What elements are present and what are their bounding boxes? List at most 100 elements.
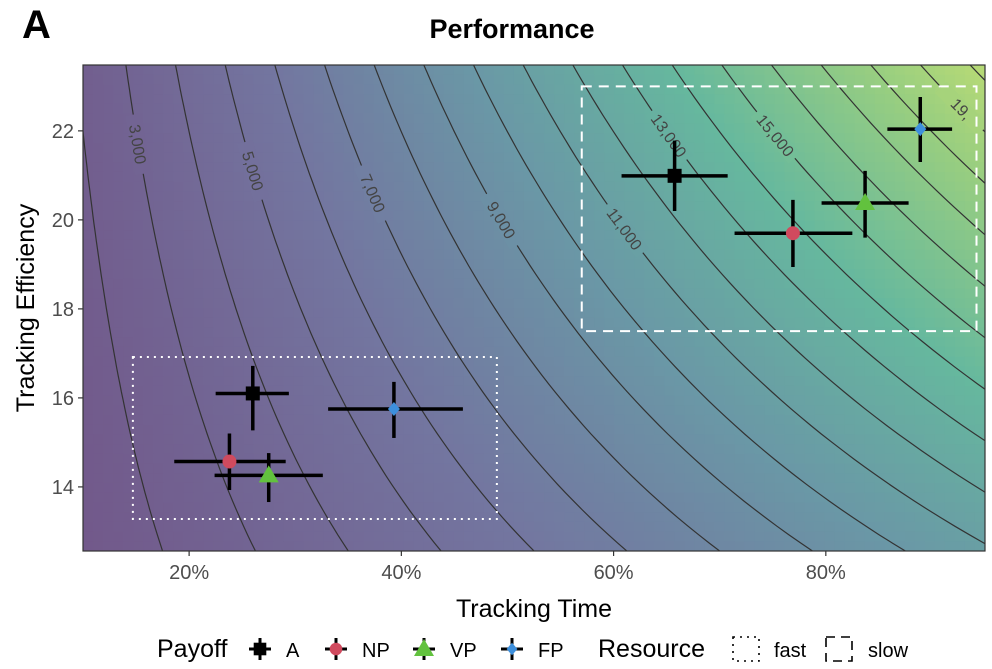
fill-tile bbox=[323, 201, 335, 212]
fill-tile bbox=[473, 521, 485, 533]
fill-tile bbox=[273, 482, 285, 494]
fill-tile bbox=[263, 405, 275, 416]
fill-tile bbox=[774, 482, 786, 494]
fill-tile bbox=[173, 103, 184, 115]
fill-tile bbox=[784, 171, 796, 183]
fill-tile bbox=[343, 123, 355, 134]
fill-tile bbox=[694, 133, 705, 144]
fill-tile bbox=[644, 84, 655, 95]
fill-tile bbox=[93, 366, 104, 377]
fill-tile bbox=[113, 74, 124, 86]
fill-tile bbox=[564, 210, 575, 222]
fill-tile bbox=[393, 376, 405, 387]
fill-tile bbox=[574, 210, 585, 222]
fill-tile bbox=[463, 473, 475, 484]
fill-tile bbox=[203, 288, 214, 299]
fill-tile bbox=[483, 414, 495, 426]
fill-tile bbox=[554, 366, 565, 377]
fill-tile bbox=[674, 434, 685, 445]
fill-tile bbox=[323, 249, 335, 260]
fill-tile bbox=[624, 473, 635, 484]
fill-tile bbox=[143, 424, 154, 435]
fill-tile bbox=[203, 259, 214, 270]
fill-tile bbox=[824, 269, 836, 280]
fill-tile bbox=[644, 512, 655, 523]
fill-tile bbox=[283, 502, 295, 513]
fill-tile bbox=[894, 94, 906, 105]
fill-tile bbox=[273, 327, 285, 338]
fill-tile bbox=[183, 346, 194, 358]
fill-tile bbox=[273, 337, 285, 348]
fill-tile bbox=[213, 473, 224, 484]
fill-tile bbox=[383, 269, 395, 280]
fill-tile bbox=[463, 278, 475, 290]
fill-tile bbox=[764, 191, 776, 202]
fill-tile bbox=[724, 356, 736, 367]
fill-tile bbox=[774, 317, 786, 329]
fill-tile bbox=[143, 84, 154, 95]
fill-tile bbox=[243, 298, 254, 309]
fill-tile bbox=[303, 191, 315, 202]
fill-tile bbox=[373, 133, 385, 144]
fill-tile bbox=[263, 123, 275, 134]
fill-tile bbox=[674, 512, 685, 523]
fill-tile bbox=[243, 201, 254, 212]
fill-tile bbox=[413, 521, 425, 533]
fill-tile bbox=[103, 249, 114, 260]
fill-tile bbox=[934, 65, 946, 76]
fill-tile bbox=[523, 521, 535, 533]
fill-tile bbox=[193, 482, 204, 494]
fill-tile bbox=[964, 220, 976, 231]
fill-tile bbox=[814, 162, 826, 173]
fill-tile bbox=[413, 444, 425, 455]
fill-tile bbox=[584, 84, 595, 95]
fill-tile bbox=[433, 434, 445, 445]
fill-tile bbox=[884, 346, 896, 358]
fill-tile bbox=[874, 113, 886, 124]
fill-tile bbox=[764, 356, 776, 367]
fill-tile bbox=[814, 473, 826, 484]
fill-tile bbox=[483, 434, 495, 445]
fill-tile bbox=[934, 541, 946, 551]
fill-tile bbox=[313, 288, 325, 299]
fill-tile bbox=[584, 376, 595, 387]
fill-tile bbox=[193, 191, 204, 202]
fill-tile bbox=[433, 171, 445, 183]
fill-tile bbox=[183, 152, 194, 163]
fill-tile bbox=[974, 298, 985, 309]
fill-tile bbox=[764, 94, 776, 105]
fill-tile bbox=[453, 298, 465, 309]
fill-tile bbox=[243, 512, 254, 523]
fill-tile bbox=[604, 113, 615, 124]
fill-tile bbox=[714, 65, 726, 76]
fill-tile bbox=[774, 113, 786, 124]
fill-tile bbox=[153, 230, 164, 241]
fill-tile bbox=[704, 191, 715, 202]
fill-tile bbox=[594, 94, 605, 105]
fill-tile bbox=[473, 142, 485, 154]
fill-tile bbox=[183, 414, 194, 426]
fill-tile bbox=[393, 230, 405, 241]
fill-tile bbox=[864, 512, 876, 523]
fill-tile bbox=[493, 317, 505, 329]
fill-tile bbox=[764, 424, 776, 435]
fill-tile bbox=[443, 230, 455, 241]
fill-tile bbox=[153, 162, 164, 173]
fill-tile bbox=[413, 269, 425, 280]
fill-tile bbox=[133, 201, 144, 212]
fill-tile bbox=[584, 366, 595, 377]
fill-tile bbox=[413, 84, 425, 95]
fill-tile bbox=[574, 278, 585, 290]
fill-tile bbox=[824, 162, 836, 173]
fill-tile bbox=[163, 259, 174, 270]
fill-tile bbox=[584, 531, 595, 542]
fill-tile bbox=[614, 191, 625, 202]
fill-tile bbox=[804, 103, 816, 115]
fill-tile bbox=[243, 133, 254, 144]
fill-tile bbox=[143, 317, 154, 329]
fill-tile bbox=[754, 385, 766, 397]
fill-tile bbox=[373, 502, 385, 513]
fill-tile bbox=[614, 502, 625, 513]
fill-tile bbox=[614, 259, 625, 270]
fill-tile bbox=[944, 269, 956, 280]
